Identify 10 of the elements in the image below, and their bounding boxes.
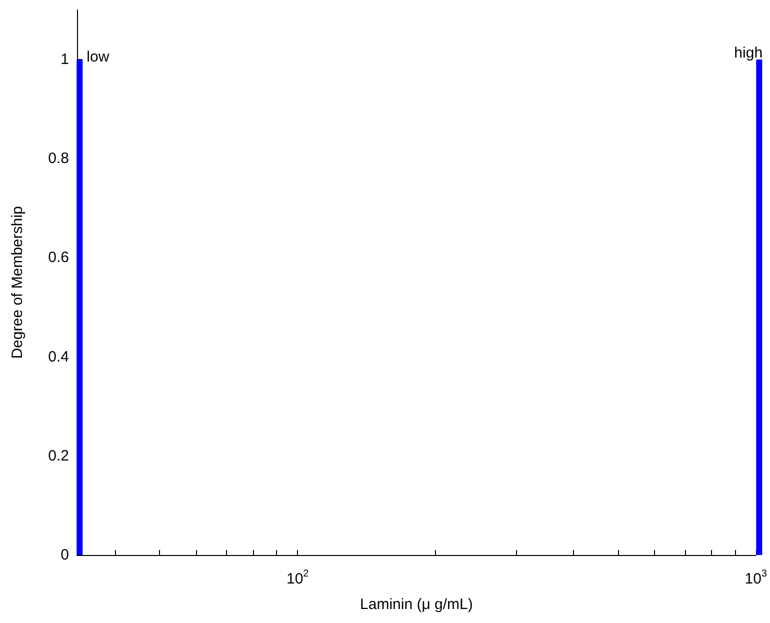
y-tick-label: 0.8	[48, 150, 69, 168]
series-label: low	[86, 48, 110, 66]
y-tick-label: 0.2	[48, 447, 69, 464]
y-axis-title: Degree of Membership	[9, 206, 26, 359]
y-tick-label: 0.4	[48, 348, 69, 366]
y-tick-label: 1	[60, 51, 69, 68]
series-label: high	[734, 44, 763, 62]
y-tick-label: 0	[60, 546, 69, 564]
y-tick-label: 0.6	[48, 249, 69, 266]
x-axis-title: Laminin (μ g/mL)	[360, 596, 473, 613]
